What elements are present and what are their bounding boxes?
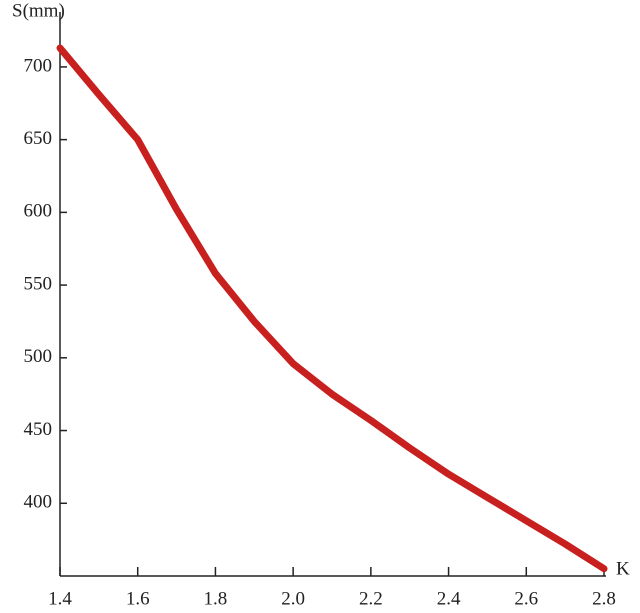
y-tick-label: 600 (24, 201, 53, 222)
x-tick-label: 2.8 (592, 588, 616, 609)
x-tick-label: 2.2 (359, 588, 383, 609)
x-tick-label: 2.4 (437, 588, 461, 609)
y-tick-label: 500 (24, 346, 53, 367)
x-tick-label: 1.8 (204, 588, 228, 609)
x-tick-label: 2.6 (514, 588, 538, 609)
y-tick-label: 400 (24, 492, 53, 513)
x-tick-label: 1.6 (126, 588, 150, 609)
y-tick-label: 650 (24, 128, 53, 149)
y-tick-label: 550 (24, 273, 53, 294)
y-axis-label: S(mm) (12, 0, 65, 21)
x-tick-label: 1.4 (48, 588, 72, 609)
data-line (56, 44, 608, 573)
x-tick-label: 2.0 (281, 588, 305, 609)
y-tick-label: 700 (24, 55, 53, 76)
x-axis-label: K (616, 558, 630, 579)
y-tick-label: 450 (24, 419, 53, 440)
